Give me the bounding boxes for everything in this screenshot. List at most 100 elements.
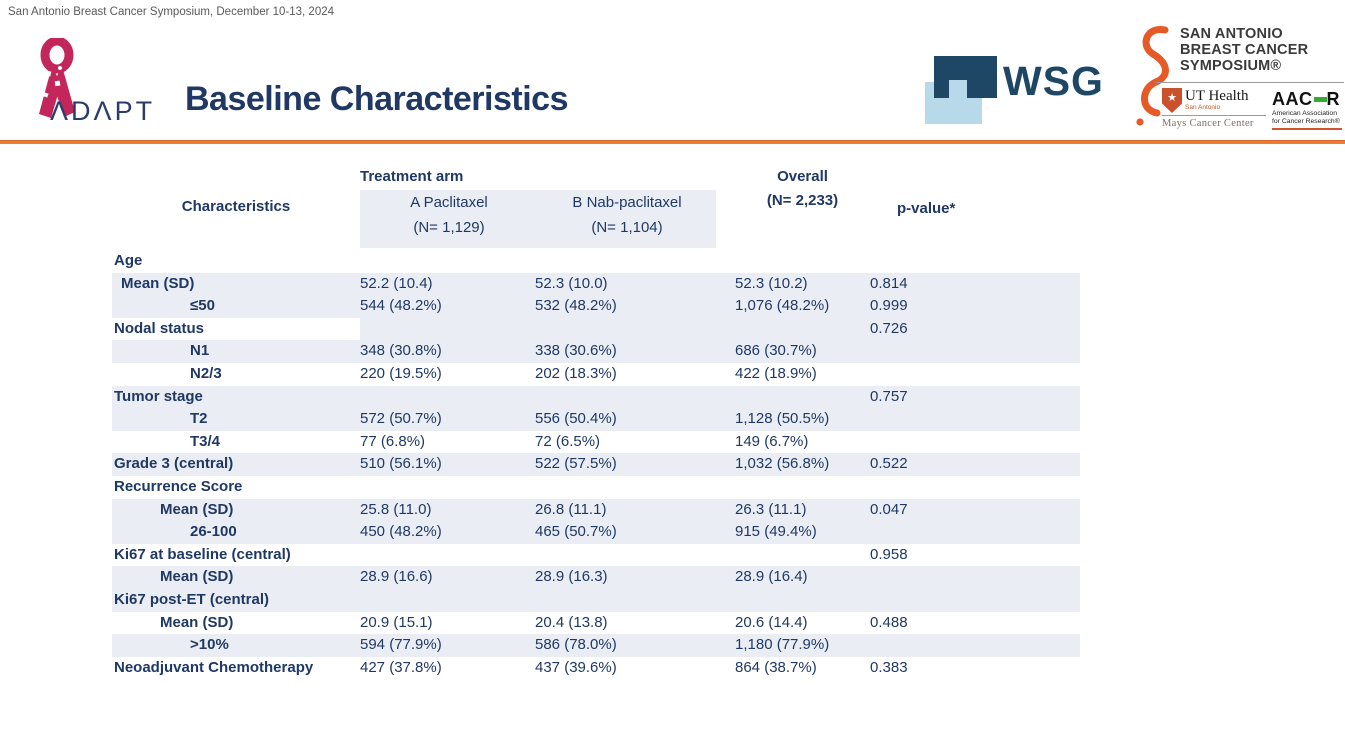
mays-cancer-center: Mays Cancer Center [1162, 118, 1254, 129]
sabcs-wordmark: SAN ANTONIO BREAST CANCER SYMPOSIUM® [1180, 26, 1308, 74]
table-row: Tumor stage 0.757 [112, 385, 1080, 409]
wsg-wordmark: WSG [1003, 58, 1104, 104]
table-row: Ki67 at baseline (central) 0.958 [112, 544, 1080, 567]
treatment-arm-header-box [360, 190, 716, 248]
overall-value-cell: 864 (38.7%) [735, 658, 817, 676]
arm-b-value-cell: 532 (48.2%) [535, 297, 617, 315]
arm-a-value-cell: 20.9 (15.1) [360, 613, 433, 631]
aacr-wordmark: AAC R [1272, 90, 1344, 108]
treatment-arm-header: Treatment arm [360, 168, 464, 185]
p-value-cell [870, 476, 1080, 499]
arm-a-value-cell: 450 (48.2%) [360, 523, 442, 541]
overall-header-n: (N= 2,233) [766, 192, 839, 209]
row-label-cell: Recurrence Score [114, 477, 243, 495]
p-value-cell: 0.047 [870, 500, 908, 518]
p-value-cell [870, 431, 1080, 454]
sabcs-divider [1156, 82, 1344, 83]
arm-a-value-cell [360, 386, 535, 409]
arm-a-value-cell: 594 (77.9%) [360, 636, 442, 654]
arm-a-value-cell: 52.2 (10.4) [360, 274, 433, 292]
arm-a-header-n: (N= 1,129) [413, 219, 485, 236]
overall-value-cell: 422 (18.9%) [735, 364, 817, 382]
overall-header-name: Overall [777, 168, 828, 185]
table-row: 26-100 450 (48.2%) 465 (50.7%) 915 (49.4… [112, 521, 1080, 544]
overall-value-cell [735, 589, 870, 612]
table-row: Mean (SD) 28.9 (16.6) 28.9 (16.3) 28.9 (… [112, 566, 1080, 589]
p-value-header: p-value* [897, 200, 956, 217]
arm-b-value-cell [535, 250, 735, 273]
ut-health-rule [1162, 115, 1266, 116]
ut-health-logo: ★ UT Health San Antonio Mays Cancer Cent… [1162, 88, 1266, 129]
overall-value-cell [735, 544, 870, 567]
p-value-cell [870, 340, 1080, 363]
row-label-cell: Mean (SD) [160, 500, 234, 518]
row-label-cell: T2 [190, 410, 208, 428]
row-label-cell: N2/3 [190, 364, 222, 382]
p-value-cell [870, 363, 1080, 386]
arm-b-value-cell: 26.8 (11.1) [535, 500, 607, 518]
arm-b-value-cell: 465 (50.7%) [535, 523, 617, 541]
table-row: Mean (SD) 25.8 (11.0) 26.8 (11.1) 26.3 (… [112, 498, 1080, 522]
p-value-cell: 0.814 [870, 274, 908, 292]
overall-value-cell: 1,128 (50.5%) [735, 410, 830, 428]
adapt-logo: ΛDΛPT [22, 36, 182, 132]
table-row: Nodal status 0.726 [112, 317, 1080, 341]
wsg-step-square-icon [949, 80, 967, 98]
table-row: Mean (SD) 52.2 (10.4) 52.3 (10.0) 52.3 (… [112, 272, 1080, 296]
arm-a-value-cell [360, 589, 535, 612]
row-label-cell: 26-100 [190, 523, 237, 541]
overall-value-cell: 1,032 (56.8%) [735, 455, 830, 473]
arm-b-value-cell: 52.3 (10.0) [535, 274, 608, 292]
arm-a-value-cell: 220 (19.5%) [360, 364, 442, 382]
characteristics-header: Characteristics [181, 198, 291, 215]
arm-a-value-cell [360, 250, 535, 273]
arm-a-value-cell [360, 476, 535, 499]
p-value-cell: 0.757 [870, 387, 908, 405]
overall-value-cell: 1,180 (77.9%) [735, 636, 830, 654]
table-row: T3/4 77 (6.8%) 72 (6.5%) 149 (6.7%) [112, 431, 1080, 454]
row-label-cell: Mean (SD) [160, 613, 234, 631]
row-label-cell: Age [114, 252, 143, 269]
arm-a-value-cell: 77 (6.8%) [360, 432, 426, 450]
aacr-caption1: American Association [1272, 110, 1337, 117]
arm-b-value-cell: 586 (78.0%) [535, 636, 617, 654]
aacr-green-bar-icon [1313, 96, 1327, 102]
overall-value-cell: 915 (49.4%) [735, 523, 817, 541]
overall-value-cell [735, 386, 870, 409]
p-value-cell [870, 250, 1080, 273]
p-value-cell: 0.522 [870, 455, 908, 473]
p-value-cell [870, 589, 1080, 612]
baseline-characteristics-table: Treatment arm Characteristics A Paclitax… [112, 166, 1080, 679]
arm-b-value-cell: 28.9 (16.3) [535, 568, 608, 586]
row-label-cell: >10% [190, 636, 229, 654]
p-value-cell: 0.488 [870, 613, 908, 631]
table-header: Treatment arm Characteristics A Paclitax… [112, 166, 1080, 250]
ut-health-city: San Antonio [1185, 104, 1221, 111]
overall-value-cell [735, 476, 870, 499]
table-row: Mean (SD) 20.9 (15.1) 20.4 (13.8) 20.6 (… [112, 612, 1080, 635]
arm-b-value-cell: 556 (50.4%) [535, 410, 617, 428]
arm-b-value-cell [535, 589, 735, 612]
arm-a-value-cell: 544 (48.2%) [360, 297, 442, 315]
row-label-cell: Ki67 at baseline (central) [114, 545, 291, 563]
table-row: >10% 594 (77.9%) 586 (78.0%) 1,180 (77.9… [112, 634, 1080, 657]
arm-b-value-cell [535, 476, 735, 499]
ut-shield-icon: ★ [1162, 88, 1182, 113]
overall-value-cell [735, 318, 870, 341]
arm-b-value-cell [535, 318, 735, 341]
arm-a-value-cell: 427 (37.8%) [360, 658, 442, 676]
p-value-cell: 0.999 [870, 297, 908, 315]
row-label-cell: Mean (SD) [160, 568, 234, 586]
overall-value-cell: 1,076 (48.2%) [735, 297, 830, 315]
overall-value-cell: 686 (30.7%) [735, 342, 817, 360]
p-value-cell: 0.383 [870, 658, 908, 676]
aacr-caption2: for Cancer Research® [1272, 117, 1340, 125]
arm-b-value-cell: 437 (39.6%) [535, 658, 617, 676]
arm-b-value-cell [535, 386, 735, 409]
p-value-cell [870, 634, 1080, 657]
row-label-cell: Tumor stage [114, 387, 203, 405]
p-value-cell [870, 566, 1080, 589]
overall-value-cell [735, 250, 870, 273]
arm-a-value-cell: 348 (30.8%) [360, 342, 442, 360]
